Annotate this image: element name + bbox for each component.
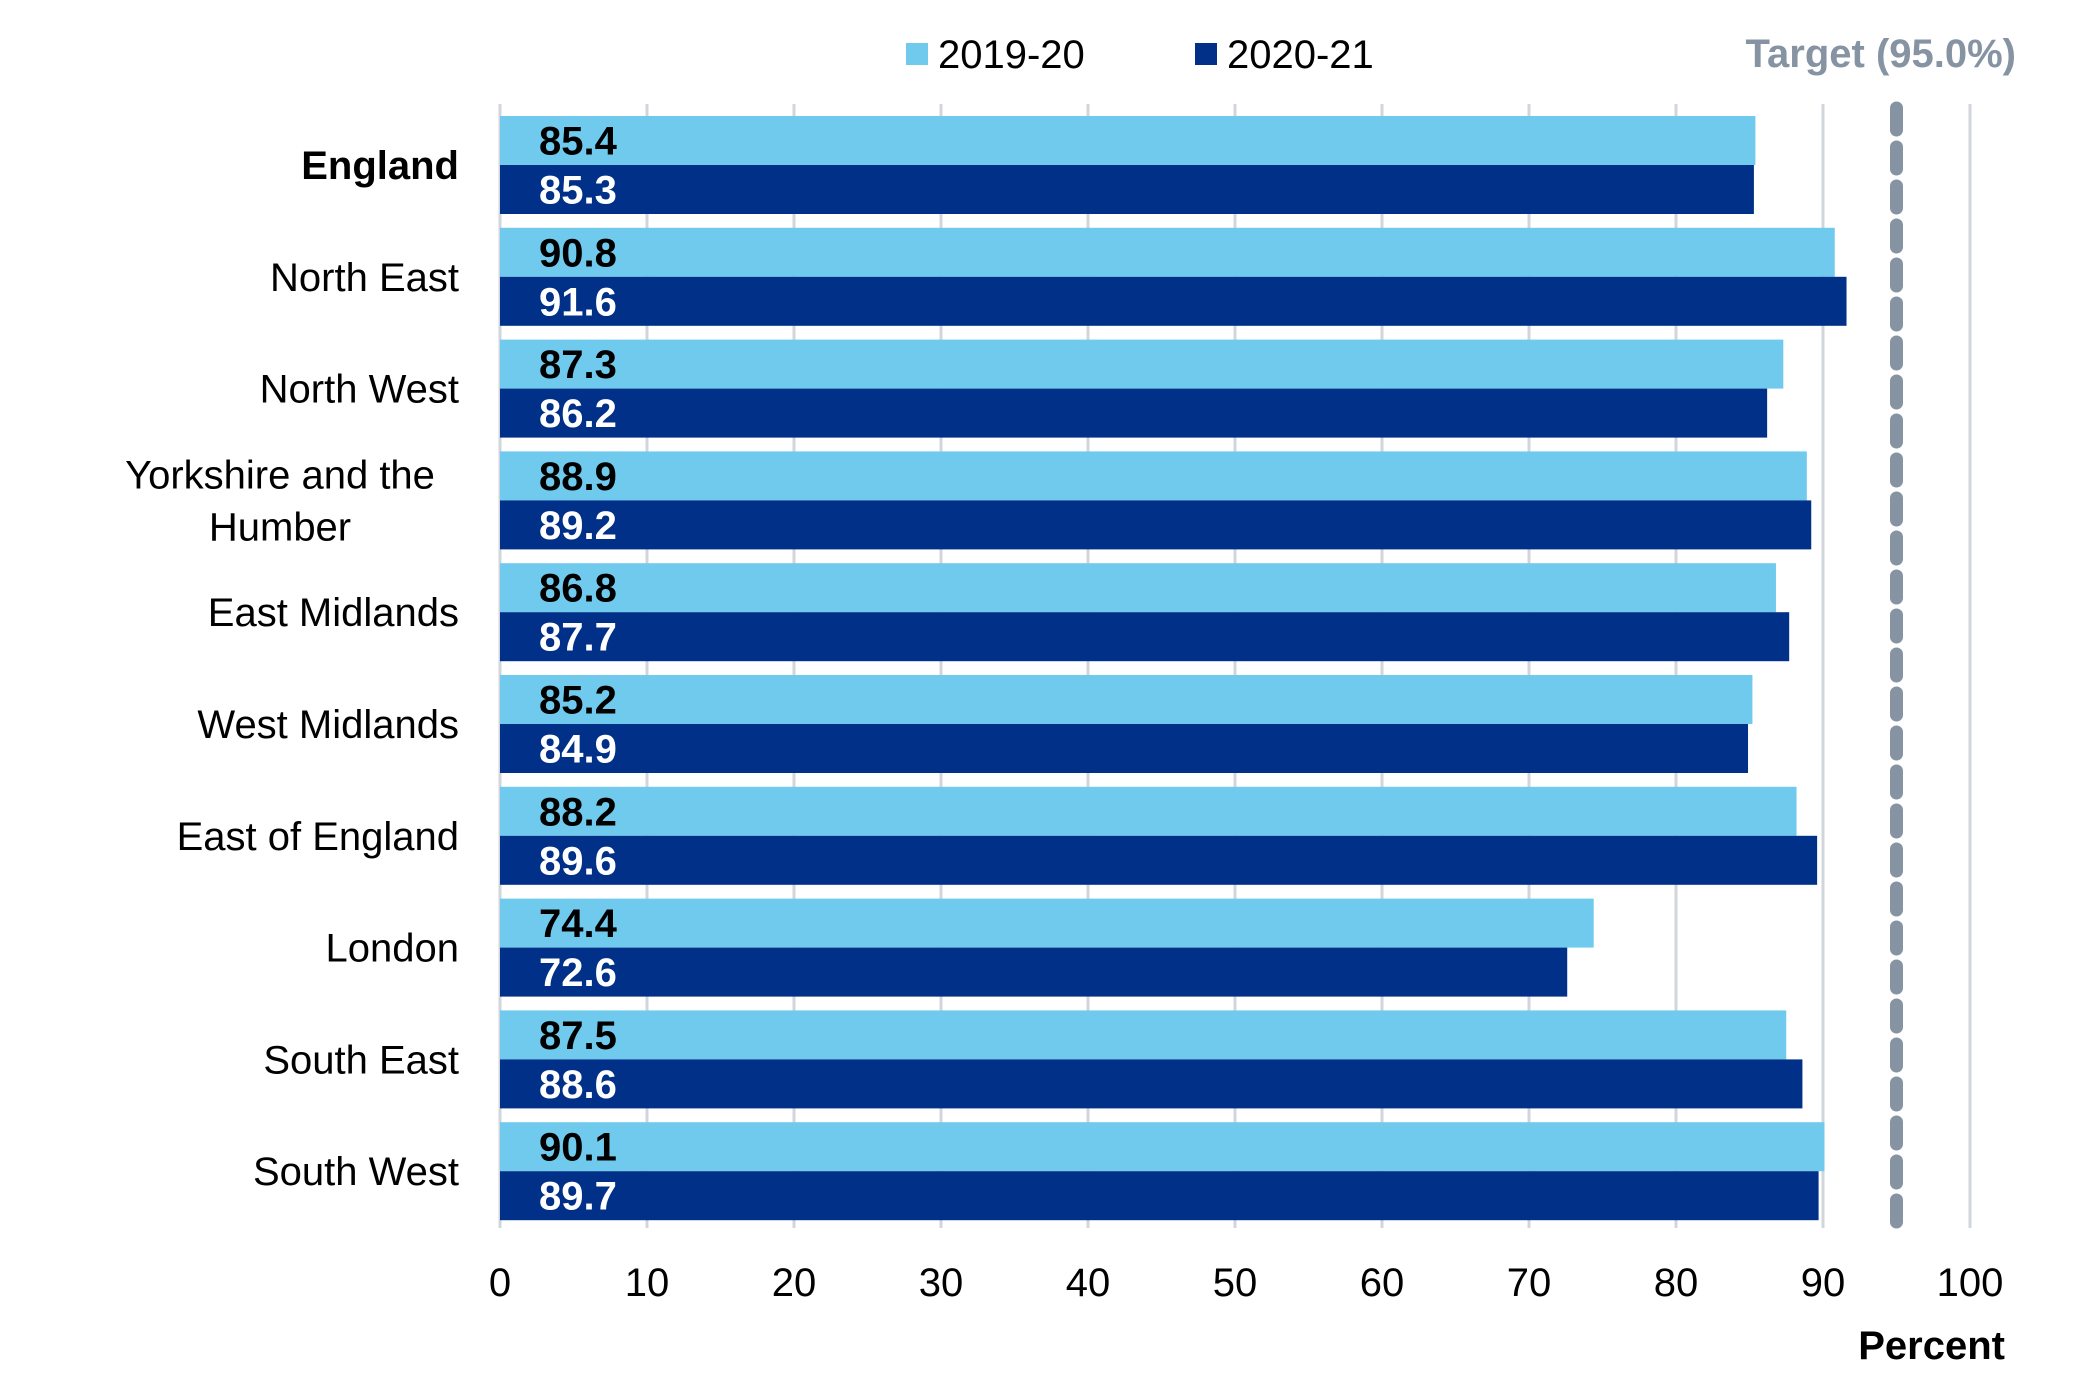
bar-south-east-2020-21	[500, 1059, 1803, 1109]
x-tick-labels: 0 10 20 30 40 50 60 70 80 90 100	[489, 1261, 2004, 1305]
bar-south-west-2020-21	[500, 1171, 1819, 1221]
legend-label-2019-20: 2019-20	[938, 33, 1085, 77]
bar-yorkshire-and-the-humber-2020-21	[500, 500, 1812, 550]
value-label-east-of-england-2019-20: 88.2	[539, 790, 617, 834]
bar-south-west-2019-20	[500, 1122, 1825, 1172]
x-tick-label-70: 70	[1507, 1261, 1552, 1305]
target-label: Target (95.0%)	[1746, 32, 2016, 76]
x-axis-title: Percent	[1858, 1324, 2005, 1368]
x-tick-label-100: 100	[1937, 1261, 2004, 1305]
legend-swatch-2019-20	[906, 43, 928, 65]
value-label-south-west-2020-21: 89.7	[539, 1175, 617, 1219]
bar-north-east-2020-21	[500, 276, 1847, 326]
x-tick-label-40: 40	[1066, 1261, 1111, 1305]
value-label-north-west-2020-21: 86.2	[539, 392, 617, 436]
bar-east-of-england-2019-20	[500, 786, 1797, 836]
value-label-east-midlands-2020-21: 87.7	[539, 616, 617, 660]
category-label-east-of-england: East of England	[177, 815, 459, 859]
value-labels: 85.4 85.3 90.8 91.6 87.3 86.2 88.9 89.2 86.8 87.7…	[539, 120, 618, 1219]
category-label-east-midlands: East Midlands	[208, 591, 459, 635]
legend-swatch-2020-21	[1195, 43, 1217, 65]
bar-east-midlands-2020-21	[500, 612, 1790, 662]
value-label-west-midlands-2020-21: 84.9	[539, 728, 617, 772]
category-labels: England North East North West Yorkshire and…	[125, 144, 459, 1194]
category-label-england: England	[301, 144, 459, 188]
value-label-south-east-2019-20: 87.5	[539, 1014, 617, 1058]
x-tick-label-50: 50	[1213, 1261, 1258, 1305]
bar-north-east-2019-20	[500, 227, 1835, 277]
bar-yorkshire-and-the-humber-2019-20	[500, 451, 1807, 501]
value-label-east-of-england-2020-21: 89.6	[539, 839, 617, 883]
category-label-north-east: North East	[270, 256, 459, 300]
bar-east-of-england-2020-21	[500, 835, 1818, 885]
value-label-london-2020-21: 72.6	[539, 951, 617, 995]
value-label-south-east-2020-21: 88.6	[539, 1063, 617, 1107]
bar-london-2019-20	[500, 898, 1594, 948]
value-label-north-east-2020-21: 91.6	[539, 280, 617, 324]
bars	[500, 116, 1847, 1221]
value-label-east-midlands-2019-20: 86.8	[539, 567, 617, 611]
bar-south-east-2019-20	[500, 1010, 1787, 1060]
value-label-england-2019-20: 85.4	[539, 120, 618, 164]
bar-england-2020-21	[500, 165, 1754, 214]
category-label-london: London	[326, 927, 459, 971]
x-tick-label-60: 60	[1360, 1261, 1405, 1305]
category-label-south-east: South East	[263, 1038, 459, 1082]
category-label-south-west: South West	[253, 1150, 459, 1194]
bar-west-midlands-2020-21	[500, 724, 1749, 773]
value-label-west-midlands-2019-20: 85.2	[539, 679, 617, 723]
category-label-north-west: North West	[260, 368, 459, 412]
value-label-england-2020-21: 85.3	[539, 169, 617, 213]
bar-england-2019-20	[500, 116, 1756, 165]
value-label-north-west-2019-20: 87.3	[539, 343, 617, 387]
bar-east-midlands-2019-20	[500, 563, 1776, 613]
bar-london-2020-21	[500, 947, 1568, 997]
x-tick-label-10: 10	[625, 1261, 670, 1305]
legend-label-2020-21: 2020-21	[1227, 33, 1374, 77]
value-label-yorkshire-and-the-humber-2020-21: 89.2	[539, 504, 617, 548]
value-label-south-west-2019-20: 90.1	[539, 1126, 617, 1170]
legend: 2019-20 2020-21	[906, 33, 1374, 77]
value-label-yorkshire-and-the-humber-2019-20: 88.9	[539, 455, 617, 499]
x-tick-label-30: 30	[919, 1261, 964, 1305]
x-tick-label-0: 0	[489, 1261, 511, 1305]
category-label-west-midlands: West Midlands	[197, 703, 459, 747]
x-tick-label-80: 80	[1654, 1261, 1699, 1305]
value-label-london-2019-20: 74.4	[539, 902, 618, 946]
x-tick-label-20: 20	[772, 1261, 817, 1305]
bar-north-west-2020-21	[500, 388, 1768, 438]
category-label-yorkshire-and-the-humber: Yorkshire and the Humber	[125, 453, 435, 549]
bar-west-midlands-2019-20	[500, 675, 1753, 724]
bar-north-west-2019-20	[500, 339, 1784, 389]
x-tick-label-90: 90	[1801, 1261, 1846, 1305]
value-label-north-east-2019-20: 90.8	[539, 231, 617, 275]
